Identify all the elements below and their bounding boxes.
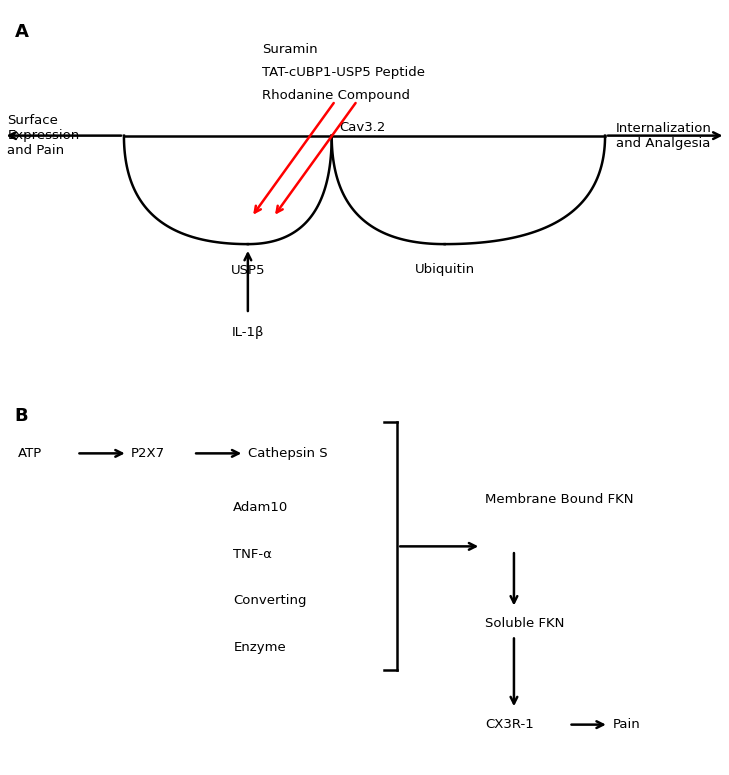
Text: Pain: Pain bbox=[612, 718, 640, 731]
Text: TNF-α: TNF-α bbox=[233, 548, 272, 560]
Text: Internalization
and Analgesia: Internalization and Analgesia bbox=[616, 122, 712, 150]
Text: Adam10: Adam10 bbox=[233, 501, 289, 514]
Text: TAT-cUBP1-USP5 Peptide: TAT-cUBP1-USP5 Peptide bbox=[262, 66, 426, 79]
Text: Suramin: Suramin bbox=[262, 43, 318, 56]
Text: IL-1β: IL-1β bbox=[232, 326, 264, 339]
Text: Cathepsin S: Cathepsin S bbox=[248, 447, 327, 460]
Text: Rhodanine Compound: Rhodanine Compound bbox=[262, 89, 410, 102]
Text: Soluble FKN: Soluble FKN bbox=[485, 618, 564, 630]
Text: Ubiquitin: Ubiquitin bbox=[415, 264, 475, 277]
Text: Membrane Bound FKN: Membrane Bound FKN bbox=[485, 494, 634, 506]
Text: Converting: Converting bbox=[233, 594, 307, 607]
Text: B: B bbox=[15, 407, 28, 425]
Text: Surface
Expression
and Pain: Surface Expression and Pain bbox=[7, 114, 79, 157]
Text: USP5: USP5 bbox=[230, 264, 265, 277]
Text: P2X7: P2X7 bbox=[131, 447, 165, 460]
Text: Enzyme: Enzyme bbox=[233, 641, 286, 653]
Text: ATP: ATP bbox=[18, 447, 42, 460]
Text: Cav3.2: Cav3.2 bbox=[339, 122, 386, 134]
Text: A: A bbox=[15, 23, 28, 41]
Text: CX3R-1: CX3R-1 bbox=[485, 718, 534, 731]
